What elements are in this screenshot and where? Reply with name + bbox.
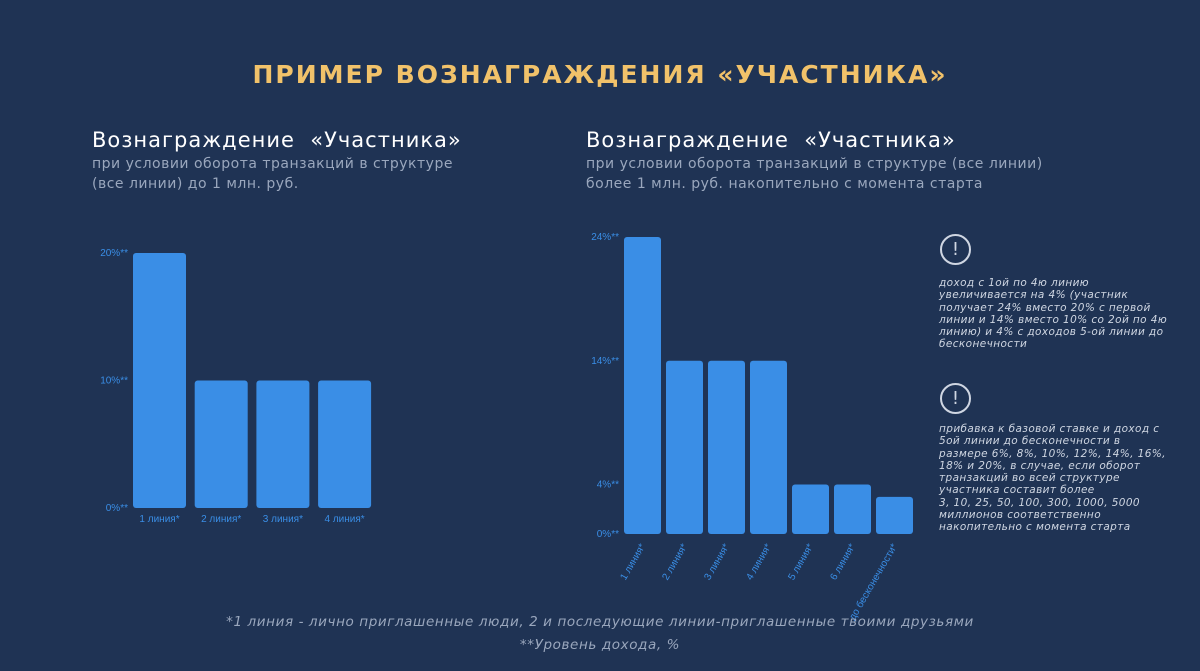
bar	[834, 484, 871, 534]
x-category-label: 6 линия*	[828, 542, 858, 582]
left-section-title: Вознаграждение «Участника»	[92, 128, 462, 152]
right-subtitle-line1: при условии оборота транзакций в структу…	[586, 156, 1043, 172]
exclamation-icon: !	[940, 383, 971, 414]
bar	[666, 360, 703, 534]
x-category-label: 2 линия*	[201, 514, 241, 525]
x-category-label: 5 линия*	[786, 542, 816, 582]
left-section-subtitle: при условии оборота транзакций в структу…	[92, 154, 453, 194]
x-category-label: 4 линия*	[744, 542, 774, 582]
bar	[708, 360, 745, 534]
footnote-income-level: **Уровень дохода, %	[519, 637, 681, 653]
right-section-subtitle: при условии оборота транзакций в структу…	[586, 154, 1043, 194]
x-category-label: 4 линия*	[325, 514, 365, 525]
bar	[876, 496, 913, 534]
bar	[792, 484, 829, 534]
y-tick-label: 24%**	[591, 232, 619, 243]
x-category-label: 1 линия*	[618, 542, 648, 582]
page-title: ПРИМЕР ВОЗНАГРАЖДЕНИЯ «УЧАСТНИКА»	[252, 60, 948, 89]
y-tick-label: 10%**	[100, 376, 128, 387]
y-tick-label: 0%**	[597, 529, 619, 540]
y-tick-label: 0%**	[106, 503, 128, 514]
bar	[133, 253, 186, 508]
note-text-1: доход с 1ой по 4ю линию увеличивается на…	[939, 277, 1168, 351]
x-category-label: 3 линия*	[702, 542, 732, 582]
left-subtitle-line2: (все линии) до 1 млн. руб.	[92, 176, 299, 192]
y-tick-label: 20%**	[100, 248, 128, 259]
bar	[318, 380, 372, 508]
note-text-2: прибавка к базовой ставке и доход с 5ой …	[939, 423, 1166, 534]
bar	[194, 380, 248, 508]
y-tick-label: 4%**	[597, 480, 619, 491]
bar	[256, 380, 310, 508]
exclamation-icon: !	[940, 234, 971, 265]
right-section-title: Вознаграждение «Участника»	[586, 128, 956, 152]
x-category-label: 1 линия*	[139, 514, 179, 525]
x-category-label: 2 линия*	[660, 542, 690, 582]
bar	[750, 360, 787, 534]
footnote-lines: *1 линия - лично приглашенные люди, 2 и …	[226, 614, 974, 630]
y-tick-label: 14%**	[591, 356, 619, 367]
bar	[624, 237, 661, 534]
x-category-label: 3 линия*	[263, 514, 303, 525]
right-subtitle-line2: более 1 млн. руб. накопительно с момента…	[586, 176, 983, 192]
left-subtitle-line1: при условии оборота транзакций в структу…	[92, 156, 453, 172]
